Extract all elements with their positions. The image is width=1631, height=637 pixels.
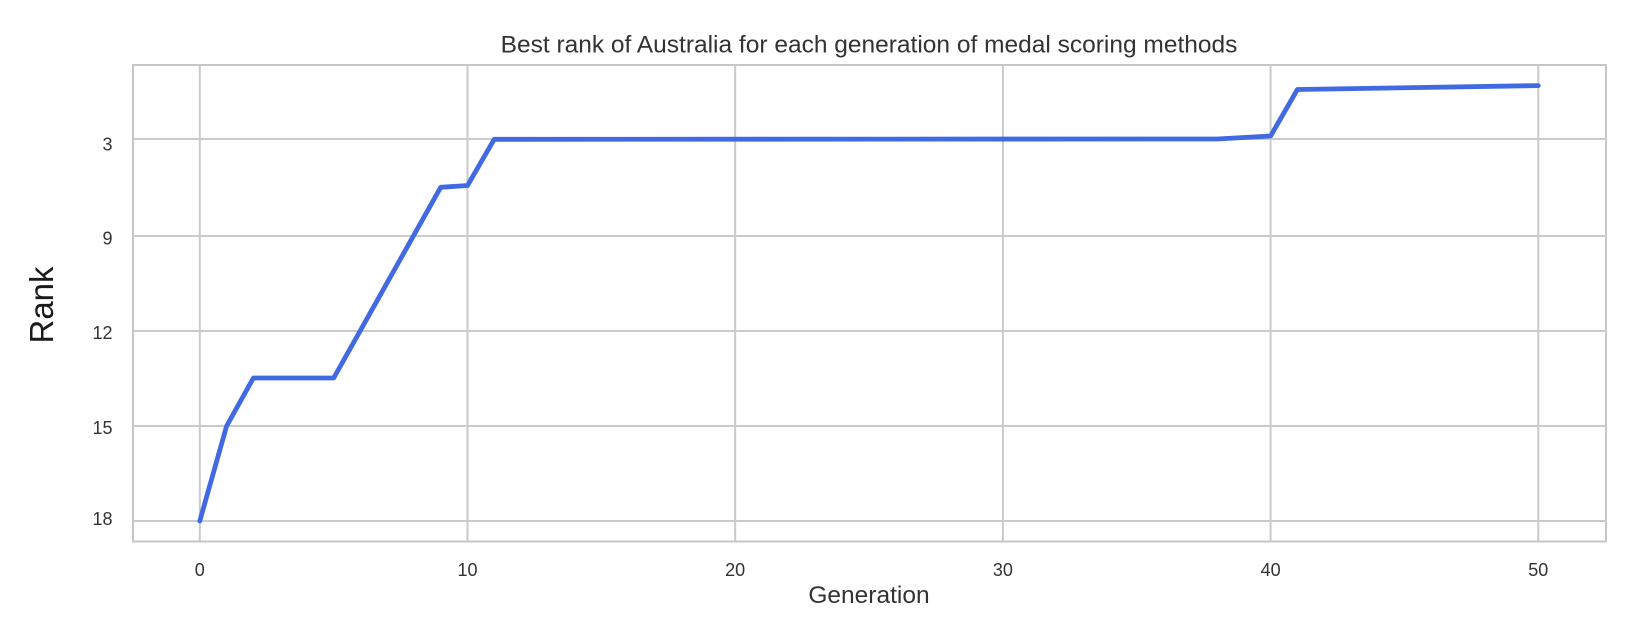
svg-text:12: 12 [92,323,112,343]
svg-text:3: 3 [102,134,112,154]
svg-text:Best rank of Australia for eac: Best rank of Australia for each generati… [501,32,1238,59]
svg-text:Generation: Generation [808,582,929,609]
svg-text:18: 18 [92,509,112,529]
svg-text:10: 10 [457,560,477,580]
svg-text:30: 30 [993,560,1013,580]
svg-text:20: 20 [725,560,745,580]
svg-text:40: 40 [1261,560,1281,580]
svg-text:15: 15 [92,418,112,438]
svg-text:50: 50 [1528,560,1548,580]
svg-text:0: 0 [195,560,205,580]
svg-text:Rank: Rank [23,266,60,344]
svg-text:9: 9 [102,229,112,249]
